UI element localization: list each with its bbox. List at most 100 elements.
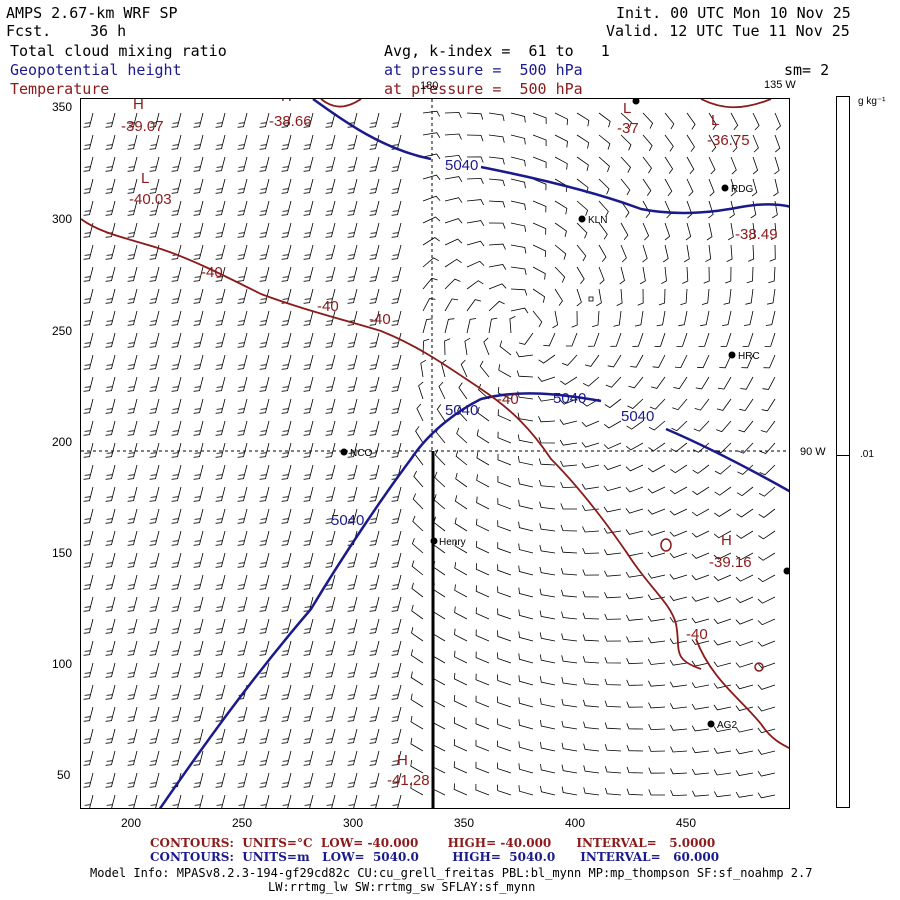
wind-barb: [215, 134, 226, 150]
wind-barb: [735, 791, 754, 798]
wind-barb: [475, 784, 490, 796]
map-plot: 5040 5040 5040 5040 5040 -40 -40 -40 -40…: [80, 98, 790, 809]
wind-barb: [540, 785, 556, 796]
wind-barb: [105, 156, 116, 172]
wind-barb: [83, 552, 94, 568]
wind-barb: [391, 310, 402, 326]
wind-barb: [215, 156, 226, 172]
wind-barb: [598, 134, 611, 150]
wind-barb: [149, 244, 160, 260]
wind-barb: [105, 684, 116, 700]
wind-barb: [444, 338, 451, 356]
wind-barb: [391, 398, 402, 414]
wind-barb: [259, 178, 270, 194]
wind-barb: [672, 398, 688, 411]
wind-barb: [433, 516, 446, 532]
wind-barb: [603, 506, 622, 513]
wind-barb: [347, 442, 358, 458]
wind-barb: [453, 761, 468, 774]
wind-barb: [518, 456, 534, 466]
wind-barb: [737, 442, 754, 454]
wind-barb: [671, 420, 688, 432]
wind-barb: [391, 574, 402, 590]
model-info-2: LW:rrtmg_lw SW:rrtmg_sw SFLAY:sf_mynn: [268, 880, 536, 894]
wind-barb: [193, 772, 204, 788]
wind-barb: [193, 288, 204, 304]
wind-barb: [626, 614, 644, 621]
wind-barb: [760, 420, 776, 433]
wind-barb: [281, 112, 292, 128]
wind-barb: [488, 243, 506, 250]
wind-barb: [444, 133, 462, 140]
wind-barb: [539, 523, 556, 532]
wind-barb: [454, 539, 468, 554]
wind-barb: [259, 266, 270, 282]
forecast-hour: 36 h: [90, 22, 127, 40]
wind-barb: [648, 442, 666, 452]
wind-barb: [647, 659, 666, 665]
extremum-value: -41.28: [387, 772, 430, 789]
wind-barb: [758, 486, 776, 497]
wind-barb: [259, 530, 270, 546]
wind-barb: [713, 640, 732, 646]
wind-barb: [576, 288, 582, 307]
wind-barb: [237, 354, 248, 370]
wind-barb: [540, 720, 556, 730]
wind-barb: [171, 178, 182, 194]
wind-barb: [149, 552, 160, 568]
station-label: NCO: [350, 448, 372, 459]
wind-barb: [713, 618, 732, 624]
wind-barb: [422, 153, 441, 160]
wind-barb: [560, 481, 578, 489]
wind-barb: [369, 772, 380, 788]
wind-barb: [281, 508, 292, 524]
wind-barb: [488, 264, 507, 270]
wind-barb: [516, 370, 534, 378]
wind-barb: [432, 605, 446, 620]
colorbar-tick-label: .01: [860, 449, 874, 460]
y-tick: 100: [52, 657, 73, 671]
wind-barb: [149, 640, 160, 656]
wind-barb: [171, 112, 182, 128]
wind-barb: [539, 479, 556, 488]
wind-barb: [347, 640, 358, 656]
wind-barb: [193, 222, 204, 238]
wind-barb: [149, 178, 160, 194]
wind-barb: [583, 699, 600, 708]
wind-barb: [510, 222, 527, 232]
wind-barb: [532, 178, 547, 191]
wind-barb: [325, 596, 336, 612]
wind-barb: [193, 244, 204, 260]
wind-barb: [369, 376, 380, 392]
meridian-label-135w: 135 W: [764, 79, 796, 91]
wind-barb: [582, 656, 600, 664]
wind-barb: [714, 508, 732, 517]
wind-barb: [325, 486, 336, 502]
wind-barb: [758, 530, 776, 540]
grid-point-marker: [588, 296, 594, 302]
wind-barb: [757, 706, 776, 712]
wind-barb: [422, 237, 440, 246]
wind-barb: [193, 178, 204, 194]
wind-barb: [554, 112, 569, 126]
forecast-label: Fcst.: [6, 22, 52, 40]
wind-barb: [454, 517, 468, 532]
wind-barb: [391, 112, 402, 128]
wind-barb: [576, 156, 589, 171]
wind-barb: [466, 199, 484, 206]
wind-barb: [719, 354, 732, 369]
wind-barb: [686, 112, 696, 130]
wind-barb: [303, 156, 314, 172]
wind-barb: [415, 426, 424, 444]
wind-barb: [510, 112, 526, 123]
wind-barb: [628, 376, 644, 389]
wind-barb: [215, 684, 226, 700]
wind-barb: [193, 420, 204, 436]
wind-barb: [325, 112, 336, 128]
wind-barb: [193, 508, 204, 524]
wind-barb: [347, 134, 358, 150]
wind-barb: [237, 618, 248, 634]
wind-barb: [510, 134, 526, 145]
wind-barb: [720, 332, 732, 347]
wind-barb: [83, 442, 94, 458]
